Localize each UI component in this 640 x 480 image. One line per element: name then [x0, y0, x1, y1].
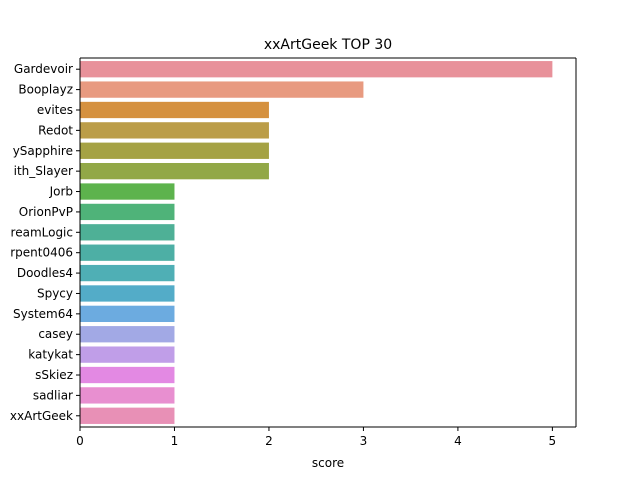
y-tick-label-7: OrionPvP — [19, 205, 73, 219]
y-tick-label-13: casey — [38, 327, 73, 341]
y-axis-ticks: Gardevoir Booplayz evites Redot ySapphire ith… — [10, 62, 80, 423]
bar-2 — [80, 101, 269, 119]
y-tick-label-9: rpent0406 — [10, 246, 73, 260]
bar-6 — [80, 183, 175, 200]
y-tick-label-4: ySapphire — [13, 144, 73, 158]
y-tick-label-0: Gardevoir — [14, 62, 73, 76]
bars-group — [80, 61, 553, 424]
y-tick-label-2: evites — [37, 103, 73, 117]
bar-12 — [80, 305, 175, 323]
bar-9 — [80, 244, 175, 261]
y-tick-label-3: Redot — [38, 123, 73, 137]
x-tick-label-3: 3 — [360, 434, 368, 448]
y-tick-label-16: sadliar — [33, 388, 73, 402]
x-tick-label-1: 1 — [171, 434, 179, 448]
y-tick-label-11: Spycy — [37, 286, 73, 300]
x-axis-label: score — [312, 456, 344, 470]
bar-4 — [80, 142, 269, 159]
x-tick-label-4: 4 — [454, 434, 462, 448]
bar-7 — [80, 203, 175, 221]
bar-14 — [80, 346, 175, 363]
bar-16 — [80, 387, 175, 404]
y-tick-label-15: sSkiez — [35, 368, 73, 382]
x-tick-label-2: 2 — [265, 434, 273, 448]
y-tick-label-8: reamLogic — [11, 225, 73, 239]
bar-15 — [80, 366, 175, 384]
bar-3 — [80, 122, 269, 139]
y-tick-label-1: Booplayz — [18, 83, 73, 97]
chart-title: xxArtGeek TOP 30 — [264, 37, 392, 53]
y-tick-label-14: katykat — [28, 348, 73, 362]
y-tick-label-5: ith_Slayer — [14, 164, 73, 178]
bar-0 — [80, 61, 553, 78]
y-tick-label-10: Doodles4 — [17, 266, 73, 280]
x-axis-ticks: 0 1 2 3 4 5 — [76, 427, 556, 448]
bar-5 — [80, 162, 269, 180]
y-tick-label-12: System64 — [13, 307, 73, 321]
bar-1 — [80, 81, 364, 98]
bar-17 — [80, 407, 175, 424]
bar-13 — [80, 326, 175, 343]
bar-11 — [80, 285, 175, 302]
x-tick-label-5: 5 — [549, 434, 557, 448]
x-tick-label-0: 0 — [76, 434, 84, 448]
y-tick-label-17: xxArtGeek — [10, 409, 73, 423]
y-tick-label-6: Jorb — [49, 185, 73, 199]
bar-8 — [80, 224, 175, 241]
bar-10 — [80, 264, 175, 282]
